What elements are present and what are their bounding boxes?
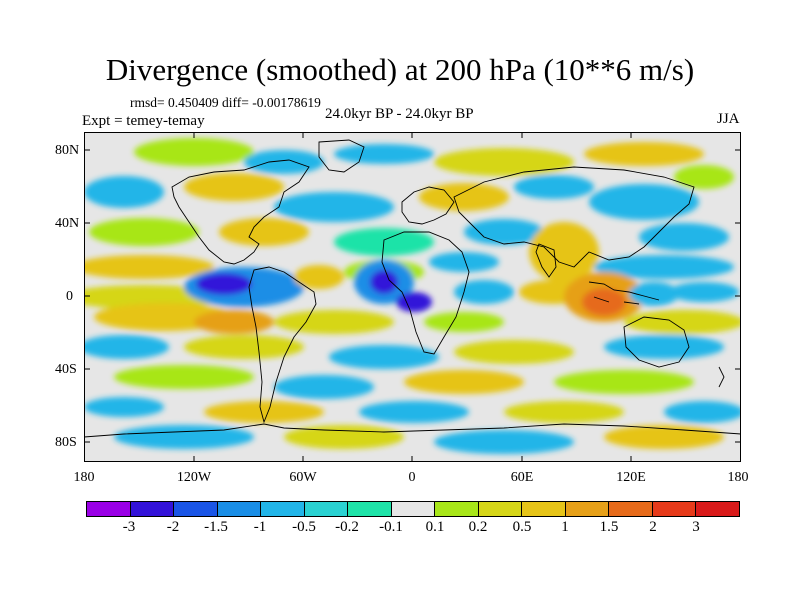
- colorbar-swatch: [391, 502, 436, 516]
- colorbar-swatch: [217, 502, 262, 516]
- colorbar-label: 0.5: [512, 519, 532, 535]
- colorbar-swatch: [87, 502, 131, 516]
- lon-label-0: 0: [408, 470, 416, 485]
- colorbar-swatch: [304, 502, 349, 516]
- colorbar-label: 1: [561, 519, 569, 535]
- colorbar-label: -0.5: [292, 519, 316, 535]
- coast-south-america: [248, 266, 317, 424]
- lon-label-120w: 120W: [176, 470, 212, 485]
- coast-asia: [453, 166, 695, 268]
- axis-ticks: [84, 132, 741, 462]
- lat-label-40n: 40N: [55, 216, 80, 231]
- lon-label-60e: 60E: [510, 470, 534, 485]
- lon-label-180w: 180: [73, 470, 95, 485]
- colorbar-label: -1: [253, 519, 267, 535]
- lat-label-40s: 40S: [55, 362, 77, 377]
- experiment-label: Expt = temey-temay: [82, 113, 205, 129]
- coast-north-america: [171, 159, 310, 265]
- coast-africa: [381, 231, 470, 355]
- divergence-map: [64, 132, 744, 462]
- map-svg: [64, 132, 744, 462]
- colorbar-label: -0.1: [379, 519, 403, 535]
- colorbar-swatch: [174, 502, 218, 516]
- coast-australia: [623, 316, 690, 368]
- lat-label-80s: 80S: [55, 435, 77, 450]
- lat-label-80n: 80N: [55, 143, 80, 158]
- colorbar: [86, 501, 740, 517]
- lon-label-60w: 60W: [289, 470, 317, 485]
- colorbar-swatch: [348, 502, 392, 516]
- colorbar-swatch: [261, 502, 305, 516]
- lon-label-120e: 120E: [616, 470, 646, 485]
- colorbar-swatch: [696, 502, 739, 516]
- colorbar-swatch: [478, 502, 523, 516]
- divergence-field: [64, 138, 744, 454]
- coast-maritime-continent: [588, 281, 660, 305]
- colorbar-label: 3: [692, 519, 700, 535]
- colorbar-swatch: [522, 502, 566, 516]
- colorbar-swatch: [435, 502, 479, 516]
- colorbar-swatch: [609, 502, 653, 516]
- colorbar-label: -3: [122, 519, 136, 535]
- period-label: 24.0kyr BP - 24.0kyr BP: [325, 106, 474, 122]
- season-label: JJA: [717, 111, 740, 127]
- colorbar-label: -0.2: [335, 519, 359, 535]
- coast-new-zealand: [718, 366, 725, 388]
- colorbar-label: -2: [166, 519, 180, 535]
- colorbar-swatch: [130, 502, 175, 516]
- colorbar-label: 1.5: [599, 519, 619, 535]
- coast-antarctica: [83, 423, 742, 438]
- lon-label-180e: 180: [727, 470, 749, 485]
- coast-europe: [401, 186, 455, 225]
- colorbar-swatch: [652, 502, 697, 516]
- coast-greenland: [318, 139, 365, 173]
- lat-label-0: 0: [66, 289, 73, 304]
- coastlines: [83, 139, 742, 438]
- coast-india: [535, 243, 557, 278]
- colorbar-label: -1.5: [204, 519, 228, 535]
- colorbar-label: 0.1: [425, 519, 445, 535]
- rmsd-diff-stats: rmsd= 0.450409 diff= -0.00178619: [130, 95, 321, 110]
- colorbar-label: 0.2: [468, 519, 488, 535]
- colorbar-swatch: [565, 502, 610, 516]
- colorbar-label: 2: [649, 519, 657, 535]
- map-title: Divergence (smoothed) at 200 hPa (10**6 …: [105, 52, 695, 87]
